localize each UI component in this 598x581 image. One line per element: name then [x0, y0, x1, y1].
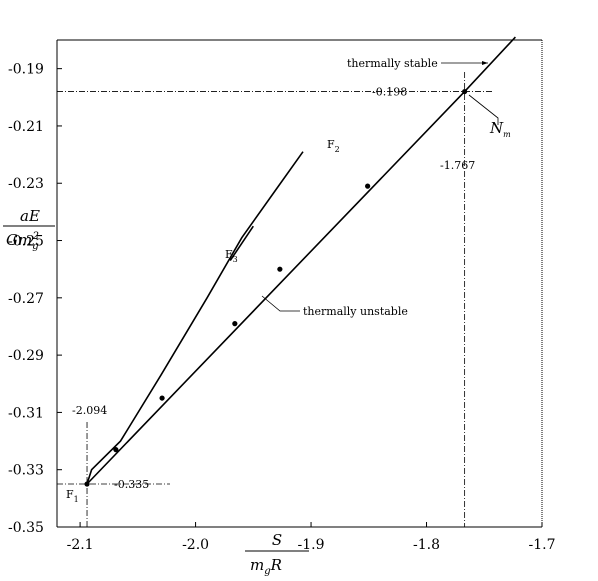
axis-ticks: -0.19 -0.21 -0.23 -0.25 -0.27 -0.29 -0.31 -0.33… — [8, 62, 556, 553]
data-marker — [365, 183, 371, 189]
ref-label-nm-x: -1.767 — [440, 159, 475, 172]
data-marker — [84, 481, 90, 487]
data-marker — [277, 266, 283, 272]
label-f1: F1 — [66, 488, 79, 504]
label-f3: F3 — [225, 248, 238, 264]
y-tick-label: -0.31 — [8, 405, 44, 421]
data-markers — [84, 88, 468, 487]
y-tick-label: -0.19 — [8, 62, 44, 78]
y-tick-label: -0.33 — [8, 463, 44, 479]
reference-lines: -0.198 -1.767 -2.094 -0.335 — [57, 72, 492, 527]
y-tick-label: -0.35 — [8, 520, 44, 536]
x-tick-label: -2.0 — [182, 537, 209, 553]
curve-1 — [86, 36, 516, 485]
y-tick-label: -0.27 — [8, 291, 44, 307]
label-thermally-unstable: thermally unstable — [303, 305, 408, 318]
y-tick-label: -0.21 — [8, 119, 44, 135]
curve-3 — [229, 225, 254, 262]
annotations: thermally stable thermally unstable Nm F1 F2… — [66, 57, 511, 504]
y-label-denominator: Gmg2 — [6, 231, 39, 252]
curves — [86, 36, 516, 485]
y-label-numerator: aE — [20, 207, 40, 225]
data-marker — [113, 447, 119, 453]
pointer-stable-head — [482, 61, 488, 65]
ref-label-nm-y: -0.198 — [372, 86, 407, 99]
pointer-unstable — [261, 295, 300, 312]
x-tick-label: -2.1 — [67, 537, 94, 553]
y-tick-label: -0.29 — [8, 348, 44, 364]
curve-2 — [86, 151, 304, 485]
data-marker — [232, 321, 238, 327]
ref-label-f1-x: -2.094 — [72, 404, 107, 417]
x-tick-label: -1.7 — [529, 537, 556, 553]
data-marker — [462, 88, 468, 95]
data-marker — [159, 395, 165, 401]
label-nm: Nm — [489, 119, 511, 139]
x-tick-label: -1.8 — [413, 537, 440, 553]
label-f2: F2 — [327, 138, 340, 154]
y-tick-label: -0.23 — [8, 176, 44, 192]
x-label-numerator: S — [272, 531, 282, 549]
x-label-denominator: mgR — [250, 556, 282, 577]
plot-frame — [56, 39, 543, 528]
x-tick-label: -1.9 — [298, 537, 325, 553]
ref-label-f1-y: -0.335 — [114, 478, 149, 491]
pointer-nm — [468, 94, 499, 125]
y-tick-label: -0.25 — [8, 234, 44, 250]
label-thermally-stable: thermally stable — [347, 57, 438, 70]
